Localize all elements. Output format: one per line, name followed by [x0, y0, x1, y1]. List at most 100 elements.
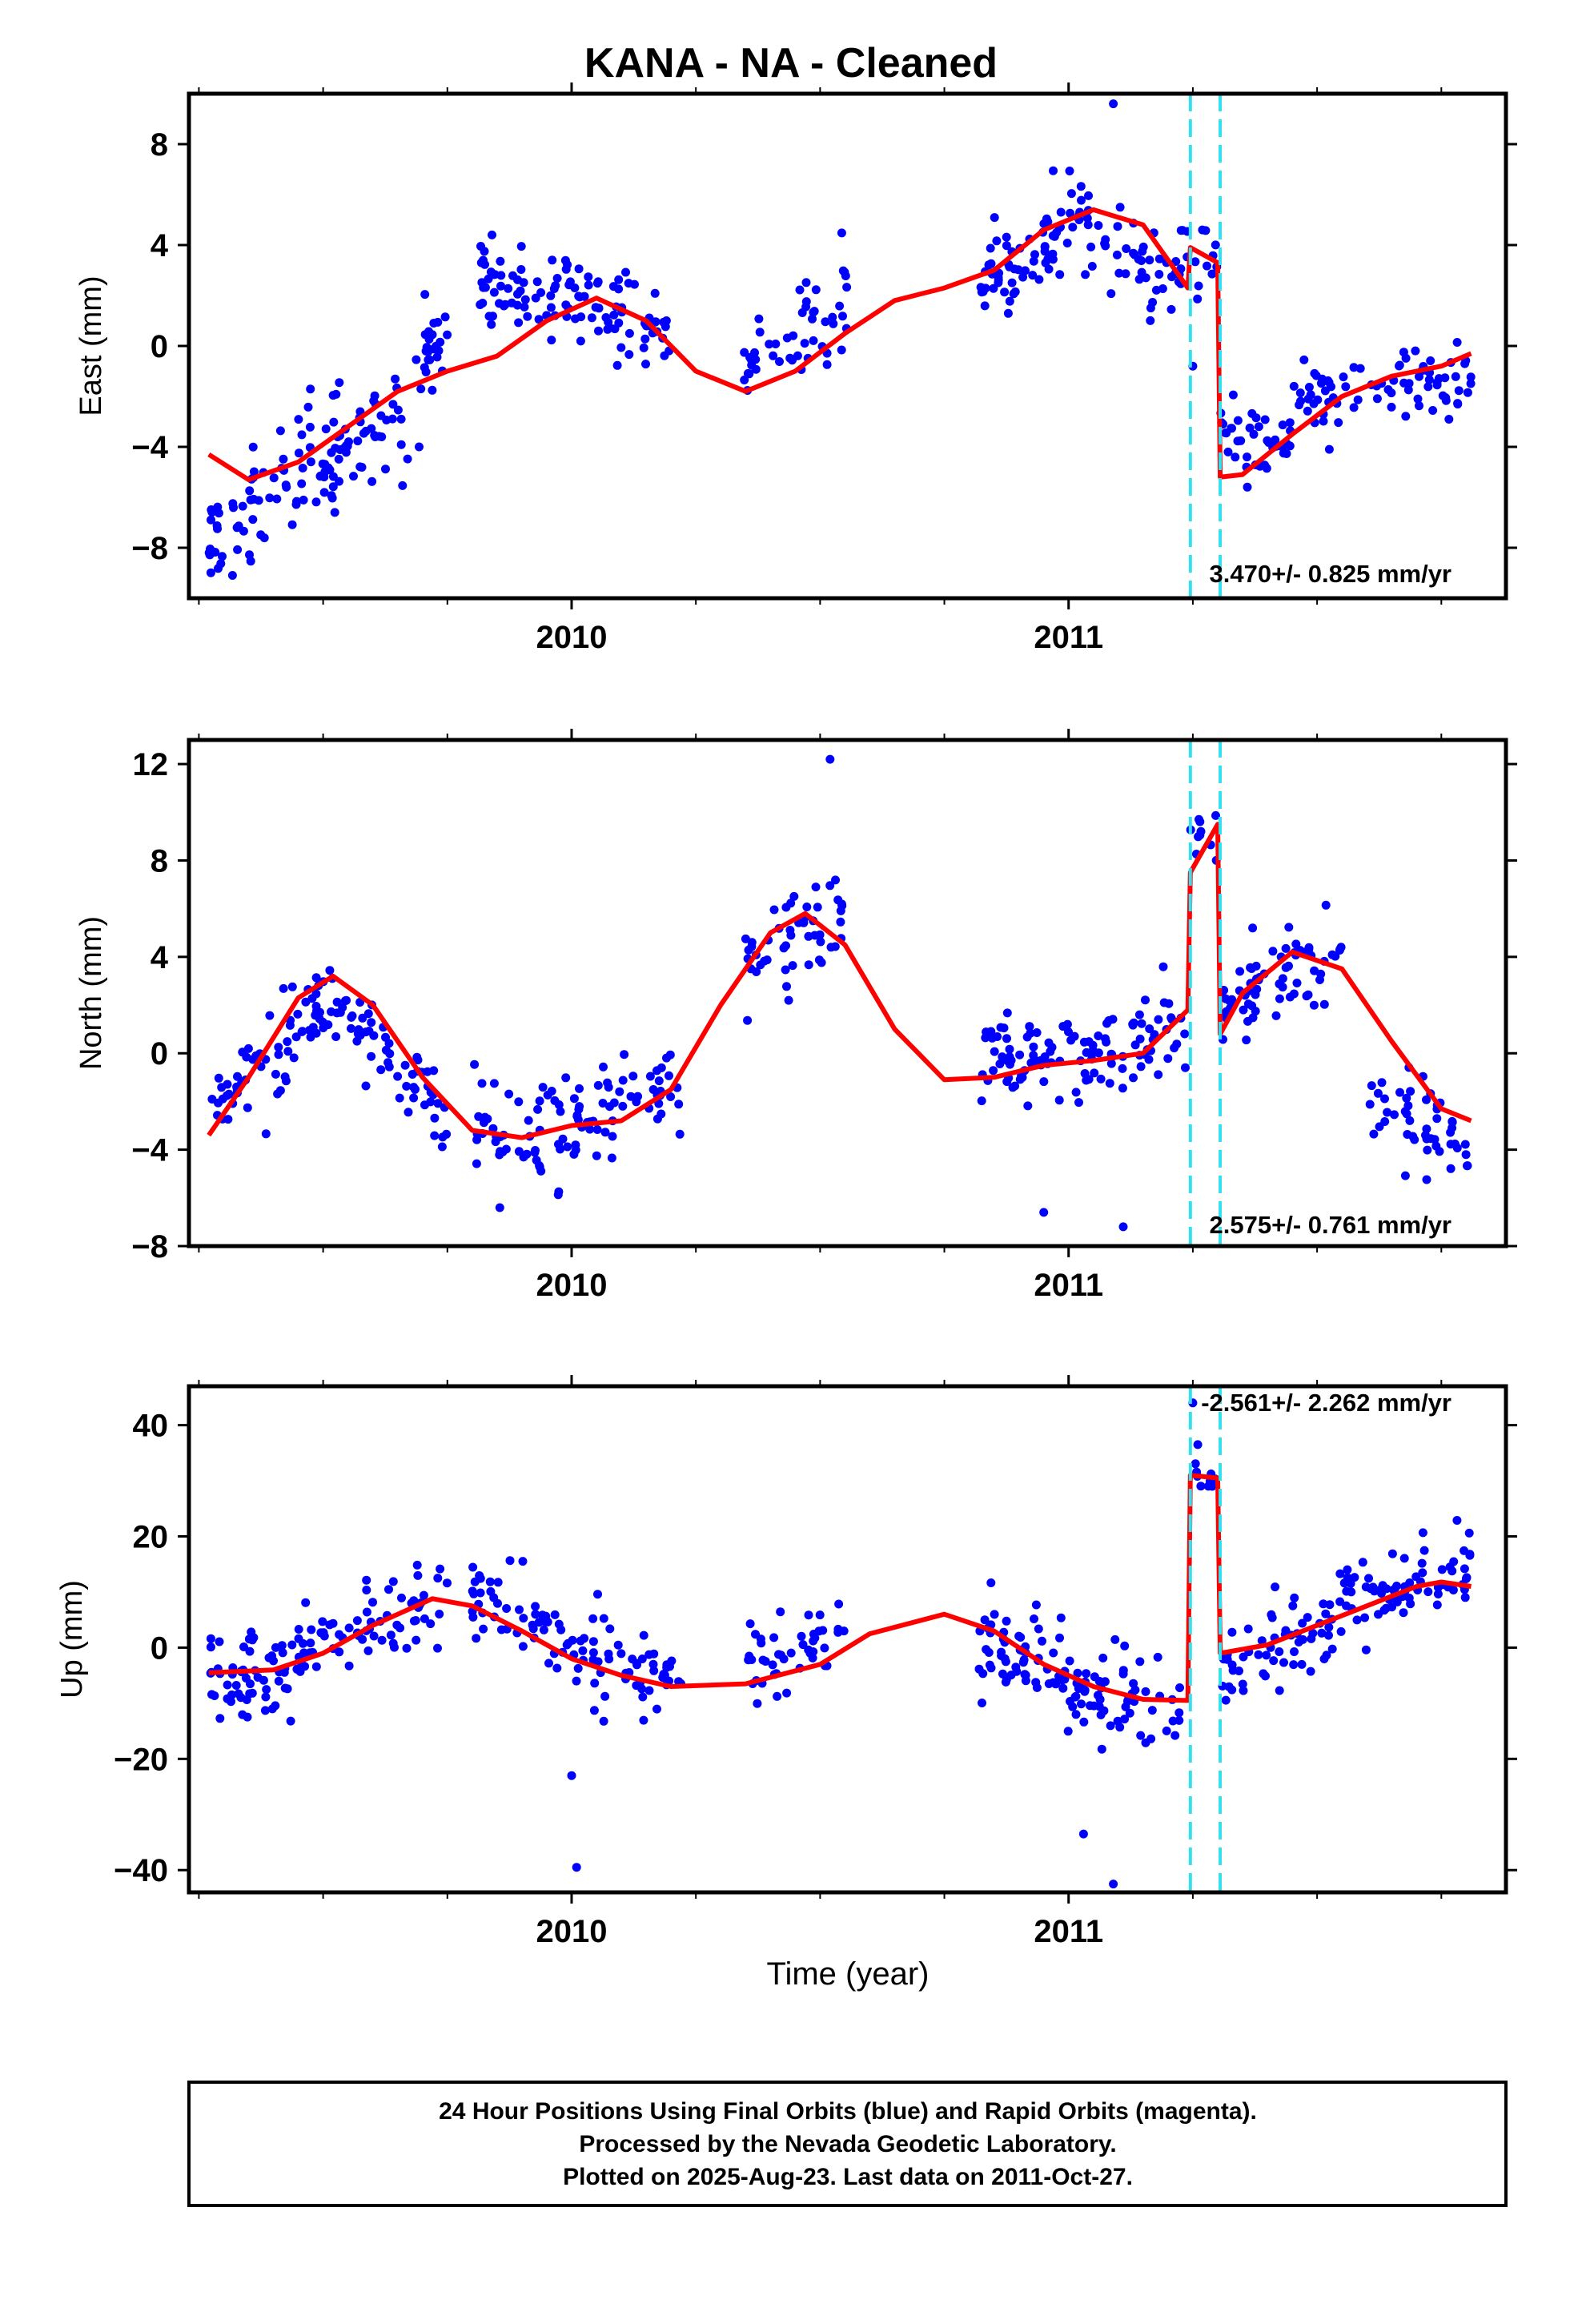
- data-point: [1154, 270, 1164, 279]
- data-point: [486, 1586, 496, 1596]
- data-point: [1460, 1564, 1469, 1574]
- data-point: [245, 1647, 255, 1656]
- data-point: [241, 1674, 251, 1683]
- data-point: [495, 1203, 504, 1212]
- data-point: [1077, 195, 1086, 205]
- data-point: [1016, 1633, 1026, 1642]
- data-point: [412, 355, 421, 364]
- data-point: [1211, 240, 1220, 250]
- data-point: [215, 1714, 225, 1723]
- data-point: [1090, 1068, 1099, 1078]
- data-point: [294, 448, 303, 458]
- data-point: [306, 384, 315, 394]
- data-point: [404, 1108, 413, 1117]
- data-point: [639, 1715, 648, 1725]
- data-point: [393, 1072, 403, 1081]
- data-point: [408, 1070, 417, 1079]
- data-point: [1417, 1558, 1427, 1568]
- data-point: [294, 1634, 303, 1643]
- data-point: [654, 1076, 664, 1086]
- data-point: [600, 1691, 610, 1701]
- data-point: [1098, 1653, 1108, 1663]
- y-axis-label: Up (mm): [55, 1580, 89, 1699]
- data-point: [584, 272, 593, 282]
- data-point: [279, 454, 288, 464]
- data-point: [813, 903, 822, 912]
- data-point: [1055, 1633, 1064, 1642]
- data-point: [1395, 361, 1403, 371]
- data-point: [1336, 1626, 1346, 1636]
- data-point: [344, 437, 353, 447]
- data-point: [305, 1026, 314, 1035]
- data-point: [1433, 1590, 1443, 1598]
- data-point: [479, 255, 488, 265]
- data-point: [396, 440, 406, 449]
- data-point: [839, 1626, 849, 1636]
- data-point: [498, 1147, 508, 1156]
- data-point: [804, 1610, 813, 1620]
- data-point: [624, 328, 634, 338]
- data-point: [550, 1610, 560, 1619]
- data-point: [1422, 1175, 1431, 1184]
- data-point: [837, 228, 846, 238]
- data-point: [1380, 1094, 1389, 1104]
- data-point: [515, 1605, 524, 1614]
- data-point: [281, 480, 291, 490]
- data-point: [1309, 1000, 1319, 1010]
- data-point: [424, 347, 433, 356]
- data-point: [383, 1058, 393, 1068]
- data-point: [1243, 1624, 1253, 1634]
- data-point: [469, 1589, 479, 1598]
- data-point: [1021, 1676, 1030, 1686]
- data-point: [1364, 1574, 1373, 1583]
- data-point: [828, 312, 837, 322]
- data-point: [802, 903, 812, 911]
- data-point: [1464, 1528, 1474, 1538]
- data-point: [990, 1047, 999, 1056]
- model-fit-line: [207, 822, 1472, 1140]
- data-point: [656, 1109, 666, 1119]
- data-point: [1422, 1134, 1431, 1144]
- data-point: [224, 1089, 234, 1099]
- data-point: [1031, 1678, 1041, 1687]
- data-point: [293, 1009, 303, 1019]
- data-point: [1466, 379, 1476, 388]
- data-point: [278, 1648, 287, 1658]
- data-point: [1076, 182, 1086, 191]
- data-point: [1064, 1027, 1073, 1036]
- data-point: [1121, 1702, 1130, 1711]
- data-point: [212, 521, 222, 530]
- data-point: [1461, 1150, 1471, 1160]
- data-point: [531, 1610, 540, 1619]
- data-point: [440, 312, 450, 322]
- data-point: [811, 285, 821, 295]
- data-point: [1465, 1550, 1475, 1559]
- data-point: [1248, 923, 1258, 933]
- data-point: [552, 274, 562, 283]
- data-point: [1141, 1687, 1150, 1696]
- data-point: [985, 1660, 994, 1670]
- data-point: [287, 982, 297, 991]
- data-point: [838, 312, 847, 321]
- x-tick-label: 2010: [536, 1914, 607, 1949]
- data-point: [809, 336, 818, 345]
- data-point: [982, 1027, 991, 1037]
- data-point: [1171, 257, 1181, 266]
- data-point: [789, 891, 799, 901]
- data-point: [1353, 395, 1363, 404]
- data-point: [1195, 817, 1205, 826]
- data-point: [624, 350, 634, 360]
- data-point: [1334, 418, 1343, 428]
- data-point: [1415, 401, 1423, 411]
- data-point: [1325, 1600, 1335, 1610]
- data-point: [311, 1662, 321, 1671]
- data-point: [472, 1159, 481, 1168]
- data-point: [1400, 1171, 1410, 1180]
- data-point: [756, 1634, 765, 1644]
- data-point: [1136, 1731, 1146, 1740]
- data-point: [639, 1630, 648, 1640]
- data-point: [769, 905, 779, 915]
- data-point: [768, 1660, 777, 1670]
- data-point: [1106, 1721, 1115, 1731]
